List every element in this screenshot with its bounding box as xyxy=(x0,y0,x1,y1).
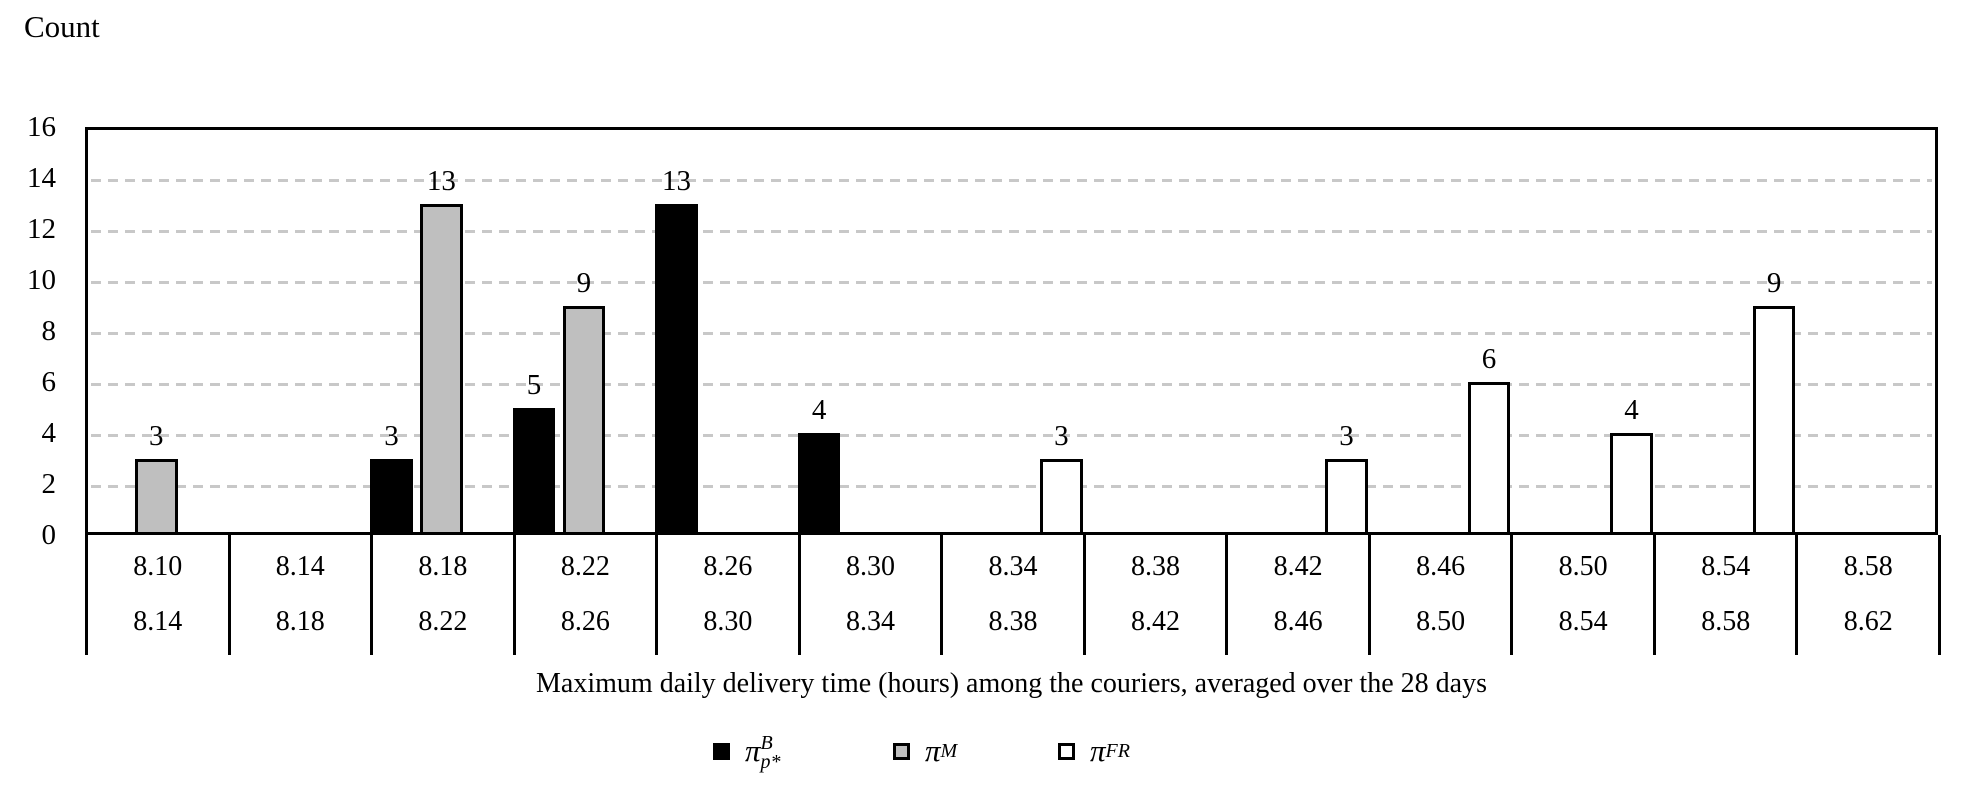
legend-symbol-pi-FR: π xyxy=(1090,733,1106,768)
xaxis-bin-cell-8.50: 8.50 8.54 xyxy=(1510,535,1653,655)
bar-value-label-pi-B-pstar-8.22: 5 xyxy=(526,368,542,401)
bin-upper-label: 8.58 xyxy=(1701,606,1751,637)
bar-value-label-pi-M-8.18: 13 xyxy=(426,164,456,197)
bar-pi-FR-8.54 xyxy=(1752,305,1796,535)
y-tick-label-4: 4 xyxy=(41,417,57,449)
bar-value-label-pi-M-8.22: 9 xyxy=(576,266,592,299)
bin-lower-label: 8.46 xyxy=(1416,551,1466,582)
bar-value-label-pi-FR-8.42: 3 xyxy=(1339,419,1354,452)
bar-pi-FR-8.34 xyxy=(1040,458,1083,535)
x-axis-bin-table: 8.10 8.14 8.14 8.18 8.18 8.22 8.22 8.26 8.26 8.30… xyxy=(85,535,1941,655)
legend-swatch-pi-FR xyxy=(1058,742,1075,760)
bin-lower-label: 8.26 xyxy=(703,551,753,582)
legend-symbol-pi-B-pstar: π xyxy=(745,733,761,768)
xaxis-bin-cell-8.26: 8.26 8.30 xyxy=(655,535,798,655)
bar-value-label-pi-M-8.10: 3 xyxy=(149,419,164,452)
bin-upper-label: 8.62 xyxy=(1843,606,1893,637)
bin-upper-label: 8.50 xyxy=(1416,606,1466,637)
bar-pi-M-8.18 xyxy=(419,203,463,535)
bin-upper-label: 8.42 xyxy=(1131,606,1181,637)
legend-item-pi-FR: π FR xyxy=(1058,722,1130,780)
bin-lower-label: 8.30 xyxy=(845,551,895,582)
bar-pi-B-pstar-8.18 xyxy=(370,458,413,535)
y-axis-title: Count xyxy=(24,9,100,44)
xaxis-bin-cell-8.10: 8.10 8.14 xyxy=(85,535,228,655)
bin-upper-label: 8.18 xyxy=(275,606,325,637)
gridline-y12 xyxy=(91,230,1932,233)
legend-swatch-pi-M xyxy=(893,742,910,760)
bar-pi-B-pstar-8.30 xyxy=(797,433,841,535)
x-axis-title: Maximum daily delivery time (hours) amon… xyxy=(536,668,1487,699)
y-tick-label-14: 14 xyxy=(27,162,56,194)
y-tick-label-8: 8 xyxy=(41,315,57,347)
plot-area xyxy=(85,127,1938,535)
xaxis-bin-cell-8.42: 8.42 8.46 xyxy=(1225,535,1368,655)
bar-pi-B-pstar-8.26 xyxy=(655,203,698,535)
legend-subscript: p* xyxy=(760,751,781,773)
y-tick-label-0: 0 xyxy=(41,519,57,551)
bar-value-label-pi-FR-8.34: 3 xyxy=(1054,419,1069,452)
bar-value-label-pi-B-pstar-8.30: 4 xyxy=(811,394,827,426)
bar-pi-FR-8.42 xyxy=(1325,458,1368,535)
bin-upper-label: 8.46 xyxy=(1273,606,1323,637)
gridline-y2 xyxy=(91,485,1932,488)
y-tick-label-6: 6 xyxy=(41,366,57,398)
bin-upper-label: 8.54 xyxy=(1558,606,1608,637)
legend-swatch-pi-B-pstar xyxy=(713,742,730,760)
bin-upper-label: 8.14 xyxy=(133,606,183,637)
bar-pi-FR-8.50 xyxy=(1610,433,1653,535)
bin-upper-label: 8.26 xyxy=(560,606,610,637)
gridline-y14 xyxy=(91,179,1932,182)
bin-lower-label: 8.38 xyxy=(1131,551,1181,582)
y-tick-label-12: 12 xyxy=(27,213,56,245)
xaxis-bin-cell-8.38: 8.38 8.42 xyxy=(1082,535,1226,655)
bin-lower-label: 8.50 xyxy=(1558,551,1608,582)
gridline-y8 xyxy=(91,332,1932,335)
bar-pi-M-8.22 xyxy=(562,305,606,535)
gridline-y6 xyxy=(91,383,1932,386)
xaxis-bin-cell-8.18: 8.18 8.22 xyxy=(370,535,513,655)
bar-value-label-pi-B-pstar-8.18: 3 xyxy=(384,419,399,452)
gridline-y4 xyxy=(91,434,1932,437)
bin-upper-label: 8.38 xyxy=(988,606,1038,637)
legend-superscript: B xyxy=(760,732,773,754)
bin-lower-label: 8.22 xyxy=(560,551,610,582)
bin-lower-label: 8.14 xyxy=(275,551,325,582)
bin-upper-label: 8.22 xyxy=(418,606,468,637)
bar-value-label-pi-FR-8.54: 9 xyxy=(1766,266,1782,299)
y-tick-label-10: 10 xyxy=(27,264,56,296)
y-tick-label-2: 2 xyxy=(41,468,57,500)
xaxis-bin-cell-8.58: 8.58 8.62 xyxy=(1795,535,1941,655)
legend-symbol-pi-M: π xyxy=(925,733,941,768)
xaxis-bin-cell-8.22: 8.22 8.26 xyxy=(512,535,656,655)
bar-pi-M-8.10 xyxy=(134,458,178,535)
bin-lower-label: 8.18 xyxy=(418,551,468,582)
xaxis-bin-cell-8.54: 8.54 8.58 xyxy=(1652,535,1796,655)
xaxis-bin-cell-8.34: 8.34 8.38 xyxy=(940,535,1083,655)
xaxis-bin-cell-8.46: 8.46 8.50 xyxy=(1367,535,1511,655)
bin-lower-label: 8.34 xyxy=(988,551,1038,582)
bar-pi-FR-8.46 xyxy=(1467,382,1511,535)
xaxis-bin-cell-8.30: 8.30 8.34 xyxy=(797,535,941,655)
y-tick-label-16: 16 xyxy=(27,111,56,143)
bar-value-label-pi-FR-8.50: 4 xyxy=(1624,394,1639,426)
gridline-y10 xyxy=(91,281,1932,284)
bar-value-label-pi-B-pstar-8.26: 13 xyxy=(662,164,692,197)
legend-superscript: M xyxy=(940,740,958,762)
bin-lower-label: 8.10 xyxy=(133,551,183,582)
bin-upper-label: 8.34 xyxy=(845,606,895,637)
xaxis-bin-cell-8.14: 8.14 8.18 xyxy=(227,535,371,655)
bin-lower-label: 8.54 xyxy=(1701,551,1751,582)
bar-value-label-pi-FR-8.46: 6 xyxy=(1481,343,1497,375)
bin-upper-label: 8.30 xyxy=(703,606,753,637)
bin-lower-label: 8.42 xyxy=(1273,551,1323,582)
legend-superscript: FR xyxy=(1105,740,1130,762)
bar-pi-B-pstar-8.22 xyxy=(512,407,556,535)
bin-lower-label: 8.58 xyxy=(1843,551,1893,582)
